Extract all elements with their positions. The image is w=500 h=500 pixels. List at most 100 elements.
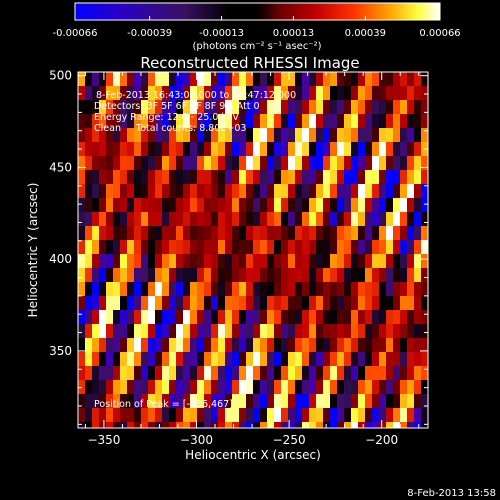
heatmap-cell	[218, 184, 226, 199]
heatmap-cell	[323, 380, 331, 395]
heatmap-cell	[78, 394, 86, 409]
heatmap-cell	[288, 114, 296, 129]
heatmap-cell	[358, 184, 366, 199]
heatmap-cell	[302, 394, 310, 409]
heatmap-cell	[295, 114, 303, 129]
heatmap-cell	[407, 296, 415, 311]
heatmap-cell	[253, 86, 261, 101]
heatmap-cell	[148, 408, 156, 423]
heatmap-cell	[337, 128, 345, 143]
heatmap-cell	[295, 212, 303, 227]
heatmap-cell	[302, 338, 310, 353]
heatmap-cell	[92, 72, 100, 87]
heatmap-cell	[155, 226, 163, 241]
heatmap-cell	[330, 100, 338, 115]
heatmap-cell	[155, 212, 163, 227]
heatmap-cell	[99, 268, 107, 283]
heatmap-cell	[421, 296, 428, 311]
heatmap-cell	[295, 324, 303, 339]
heatmap-cell	[246, 268, 254, 283]
heatmap-cell	[295, 142, 303, 157]
heatmap-cell	[190, 212, 198, 227]
heatmap-cell	[190, 254, 198, 269]
heatmap-cell	[169, 394, 177, 409]
heatmap-cell	[379, 170, 387, 185]
heatmap-cell	[407, 212, 415, 227]
heatmap-cell	[148, 380, 156, 395]
chart-title: Reconstructed RHESSI Image	[140, 54, 359, 72]
heatmap-cell	[162, 142, 170, 157]
heatmap-cell	[211, 212, 219, 227]
heatmap-cell	[190, 170, 198, 185]
heatmap-cell	[407, 86, 415, 101]
heatmap-cell	[281, 422, 289, 428]
heatmap-cell	[78, 310, 86, 325]
heatmap-cell	[183, 352, 191, 367]
heatmap-cell	[274, 156, 282, 171]
heatmap-cell	[365, 254, 373, 269]
heatmap-cell	[414, 86, 422, 101]
heatmap-cell	[330, 142, 338, 157]
heatmap-cell	[134, 422, 142, 428]
heatmap-cell	[225, 142, 233, 157]
heatmap-cell	[295, 170, 303, 185]
heatmap-cell	[155, 114, 163, 129]
heatmap-cell	[260, 324, 268, 339]
heatmap-cell	[386, 100, 394, 115]
heatmap-cell	[85, 142, 93, 157]
heatmap-cell	[386, 394, 394, 409]
heatmap-cell	[225, 198, 233, 213]
heatmap-cell	[337, 268, 345, 283]
heatmap-cell	[127, 170, 135, 185]
heatmap-cell	[197, 72, 205, 87]
heatmap-cell	[225, 100, 233, 115]
heatmap-cell	[281, 72, 289, 87]
heatmap-cell	[337, 254, 345, 269]
heatmap-cell	[176, 100, 184, 115]
heatmap-cell	[393, 198, 401, 213]
heatmap-cell	[421, 240, 428, 255]
heatmap-cell	[414, 212, 422, 227]
heatmap-cell	[421, 72, 428, 87]
heatmap-cell	[330, 198, 338, 213]
heatmap-cell	[400, 198, 408, 213]
heatmap-cell	[372, 100, 380, 115]
heatmap-cell	[260, 240, 268, 255]
heatmap-cell	[281, 380, 289, 395]
heatmap-cell	[393, 114, 401, 129]
heatmap-cell	[351, 170, 359, 185]
heatmap-cell	[120, 254, 128, 269]
heatmap-cell	[274, 86, 282, 101]
heatmap-cell	[372, 156, 380, 171]
heatmap-cell	[323, 324, 331, 339]
heatmap-cell	[218, 254, 226, 269]
heatmap-cell	[414, 156, 422, 171]
heatmap-cell	[337, 310, 345, 325]
heatmap-cell	[190, 142, 198, 157]
heatmap-cell	[225, 170, 233, 185]
heatmap-cell	[197, 324, 205, 339]
heatmap-cell	[281, 310, 289, 325]
heatmap-cell	[309, 226, 317, 241]
heatmap-cell	[288, 268, 296, 283]
heatmap-cell	[120, 296, 128, 311]
heatmap-cell	[316, 338, 324, 353]
heatmap-cell	[302, 380, 310, 395]
heatmap-cell	[253, 142, 261, 157]
heatmap-cell	[372, 198, 380, 213]
heatmap-cell	[99, 184, 107, 199]
heatmap-cell	[358, 128, 366, 143]
heatmap-cell	[99, 156, 107, 171]
heatmap-cell	[281, 254, 289, 269]
heatmap-cell	[211, 100, 219, 115]
heatmap-cell	[148, 366, 156, 381]
heatmap-cell	[155, 394, 163, 409]
heatmap-cell	[253, 394, 261, 409]
heatmap-cell	[211, 226, 219, 241]
heatmap-cell	[365, 114, 373, 129]
heatmap-cell	[78, 282, 86, 297]
heatmap-cell	[190, 72, 198, 87]
heatmap-cell	[169, 324, 177, 339]
heatmap-cell	[169, 296, 177, 311]
heatmap-cell	[190, 338, 198, 353]
